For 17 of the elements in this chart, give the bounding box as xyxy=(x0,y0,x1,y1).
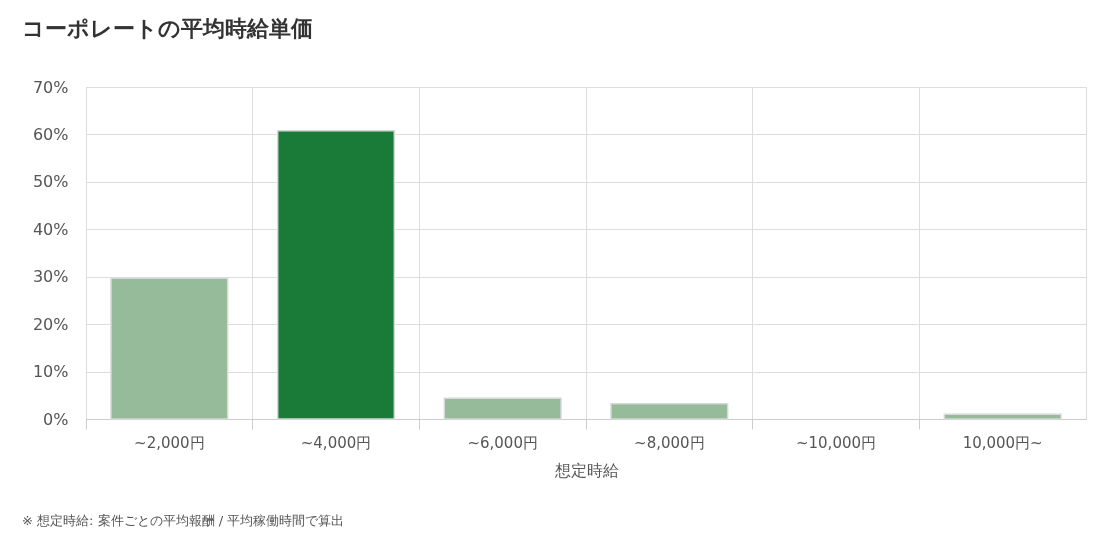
x-tick-label: ~6,000円 xyxy=(467,433,538,452)
text: ※ 想定時給: 案件ごとの平均報酬 / 平均稼働時間で算出 xyxy=(22,513,345,528)
y-tick-label: 60% xyxy=(32,124,69,144)
x-tick-label: ~4,000円 xyxy=(300,433,372,452)
y-tick-label: 10% xyxy=(32,362,69,382)
x-tick-label: ~8,000円 xyxy=(634,433,705,452)
x-tick-label: ~2,000円 xyxy=(134,433,205,452)
y-tick-label: 40% xyxy=(32,219,69,239)
y-tick-label: 20% xyxy=(32,314,69,334)
x-tick-label: ~10,000円 xyxy=(795,433,877,452)
y-tick-label: 0% xyxy=(43,409,69,429)
x-axis-title: 想定時給 xyxy=(553,460,619,480)
y-tick-label: 50% xyxy=(32,172,69,192)
x-tick-label: 10,000円~ xyxy=(962,433,1043,452)
chart-title: コーポレートの平均時給単価 xyxy=(22,16,313,41)
y-tick-label: 30% xyxy=(32,267,69,287)
y-tick-label: 70% xyxy=(32,77,69,97)
